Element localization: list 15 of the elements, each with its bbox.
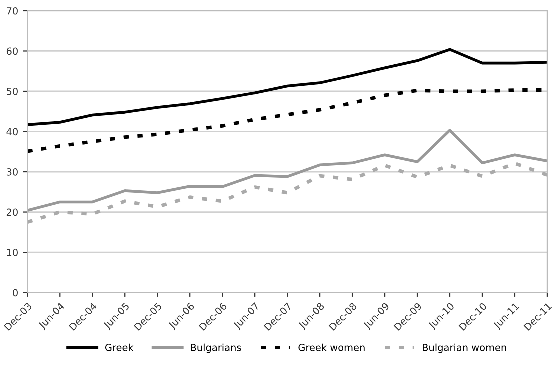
legend-label: Greek women [298,344,365,352]
y-tick-label: 30 [6,168,18,176]
legend-label: Bulgarians [191,344,242,354]
legend-label: Greek [105,344,134,352]
line-series [28,162,548,224]
legend-label: Bulgarian women [423,344,506,354]
y-tick-label: 0 [13,289,18,297]
y-tick-label: 10 [7,249,18,256]
y-tick-label: 60 [6,48,18,56]
line-series [28,129,548,212]
y-tick-label: 50 [7,88,18,96]
y-tick-label: 40 [6,128,18,136]
line-series [28,48,548,126]
y-tick-label: 70 [7,7,18,15]
y-tick-label: 20 [6,208,18,216]
